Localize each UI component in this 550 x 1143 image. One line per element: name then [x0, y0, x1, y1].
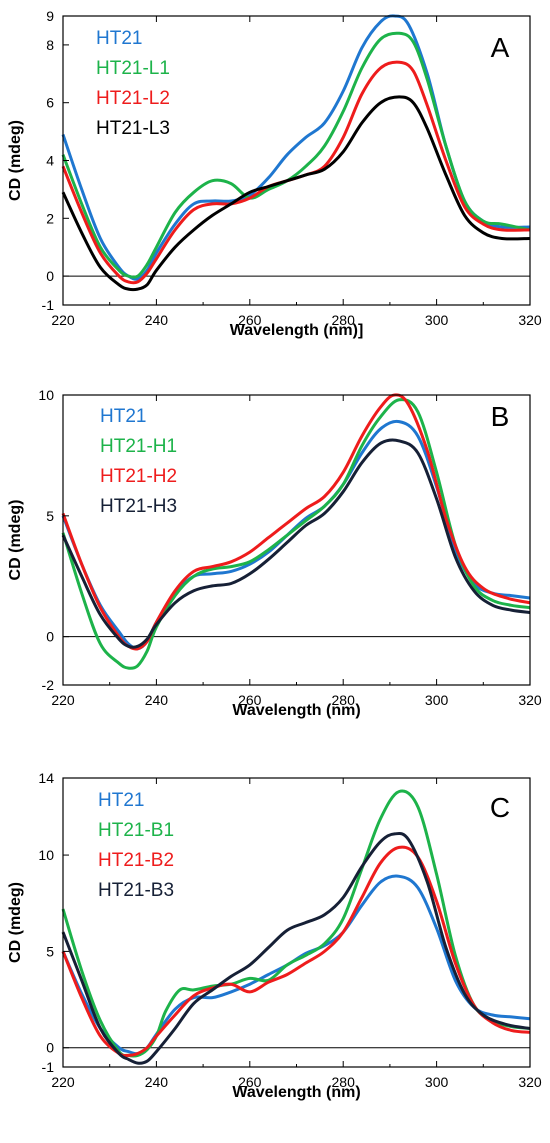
x-tick-label: 280: [332, 1074, 356, 1090]
x-tick-label: 240: [145, 312, 169, 328]
x-tick-label: 320: [518, 1074, 542, 1090]
x-tick-label: 260: [238, 1074, 262, 1090]
legend: HT21 HT21-L1 HT21-L2 HT21-L3: [96, 28, 170, 139]
series-line-ht21-h2: [61, 393, 531, 651]
legend: HT21 HT21-B1 HT21-B2 HT21-B3: [98, 790, 174, 901]
legend-entry-ht21: HT21: [98, 790, 144, 811]
legend-entry-ht21: HT21: [100, 406, 146, 427]
y-tick-label: 9: [46, 8, 54, 24]
legend: HT21 HT21-H1 HT21-H2 HT21-H3: [100, 406, 177, 517]
y-tick-label: -2: [42, 677, 55, 693]
x-tick-label: 280: [332, 692, 356, 708]
panel-label: B: [491, 401, 510, 432]
y-axis-label: CD (mdeg): [7, 500, 24, 581]
y-tick-label: 2: [46, 210, 54, 226]
x-tick-label: 320: [518, 692, 542, 708]
x-tick-label: 260: [238, 692, 262, 708]
panel-label: A: [491, 32, 510, 63]
series-line-ht21: [61, 14, 531, 281]
panel-label: C: [490, 792, 510, 823]
y-tick-label: 5: [46, 508, 54, 524]
legend-entry-ht21-h2: HT21-H2: [100, 466, 177, 487]
legend-entry-ht21-l1: HT21-L1: [96, 58, 170, 79]
x-axis-label: Wavelength (nm): [232, 1084, 360, 1101]
legend-entry-ht21-h3: HT21-H3: [100, 496, 177, 517]
y-tick-label: 6: [46, 95, 54, 111]
x-tick-label: 220: [51, 312, 75, 328]
x-tick-label: 240: [145, 692, 169, 708]
y-tick-label: 0: [46, 1040, 54, 1056]
y-axis-label: CD (mdeg): [7, 882, 24, 963]
series-line-ht21-b2: [61, 845, 531, 1058]
x-tick-label: 320: [518, 312, 542, 328]
x-tick-label: 300: [425, 312, 449, 328]
legend-entry-ht21: HT21: [96, 28, 142, 49]
series-line-ht21-h1: [61, 398, 531, 670]
x-axis-label: Wavelength (nm): [232, 702, 360, 719]
y-tick-label: -1: [42, 1059, 55, 1075]
x-tick-label: 280: [332, 312, 356, 328]
series-line-ht21-l3: [61, 95, 531, 292]
series-line-ht21-l1: [61, 31, 531, 279]
x-tick-label: 300: [425, 1074, 449, 1090]
legend-entry-ht21-b1: HT21-B1: [98, 820, 174, 841]
x-tick-label: 220: [51, 692, 75, 708]
y-tick-label: 5: [46, 943, 54, 959]
y-tick-label: 8: [46, 37, 54, 53]
y-tick-label: 0: [46, 629, 54, 645]
legend-entry-ht21-l3: HT21-L3: [96, 118, 170, 139]
x-tick-label: 260: [238, 312, 262, 328]
y-tick-label: 0: [46, 268, 54, 284]
y-axis-label: CD (mdeg): [7, 120, 24, 201]
chart-panel-c: 220 240 260 280 300 320 -1 0 5 10 14 Wavelength (nm…: [7, 770, 542, 1101]
y-tick-label: 10: [38, 387, 54, 403]
series-line-ht21-h3: [61, 438, 531, 649]
series-line-ht21: [61, 874, 531, 1056]
legend-entry-ht21-l2: HT21-L2: [96, 88, 170, 109]
x-axis-label: Wavelength (nm)]: [230, 322, 364, 339]
legend-entry-ht21-b2: HT21-B2: [98, 850, 174, 871]
series-line-ht21-b3: [61, 831, 531, 1065]
x-tick-label: 220: [51, 1074, 75, 1090]
y-tick-label: -1: [42, 297, 55, 313]
x-tick-label: 240: [145, 1074, 169, 1090]
chart-panel-a: 220 240 260 280 300 320 -1 0 2 4 6 8 9 Wavelength (nm…: [7, 8, 542, 339]
y-tick-label: 4: [46, 153, 54, 169]
legend-entry-ht21-b3: HT21-B3: [98, 880, 174, 901]
legend-entry-ht21-h1: HT21-H1: [100, 436, 177, 457]
y-tick-label: 10: [38, 847, 54, 863]
chart-panel-b: 220 240 260 280 300 320 -2 0 5 10 Wavelength (nm) C…: [7, 387, 542, 719]
x-tick-label: 300: [425, 692, 449, 708]
y-tick-label: 14: [38, 770, 54, 786]
